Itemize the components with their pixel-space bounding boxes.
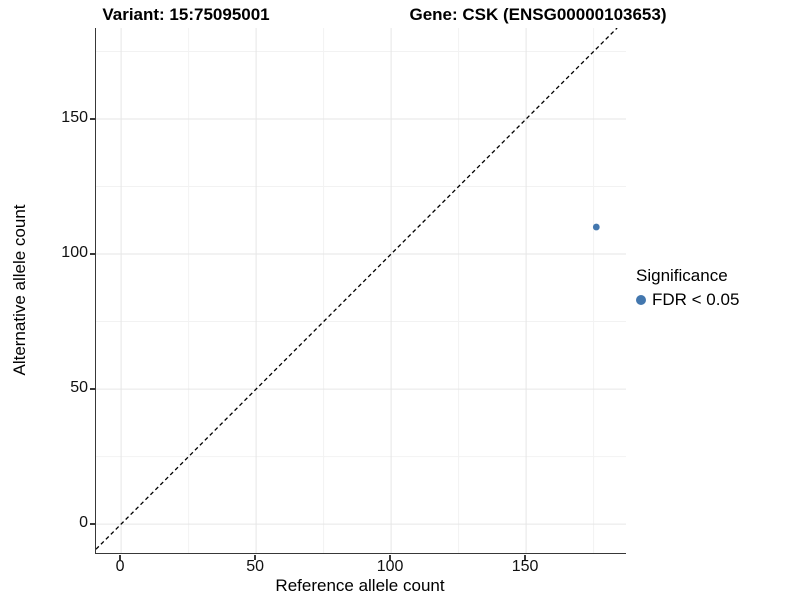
y-axis-title: Alternative allele count <box>10 204 29 376</box>
legend-point-icon <box>636 295 646 305</box>
legend-label: FDR < 0.05 <box>652 290 740 309</box>
y-tick-mark <box>90 388 95 390</box>
y-tick-label: 50 <box>70 379 88 397</box>
plot-panel <box>95 28 626 554</box>
legend-item: FDR < 0.05 <box>636 290 739 310</box>
legend: Significance FDR < 0.05 <box>636 266 739 310</box>
x-axis-title: Reference allele count <box>275 576 445 595</box>
x-tick-label: 50 <box>246 558 264 575</box>
identity-line <box>96 28 618 550</box>
plot-title-variant: Variant: 15:75095001 <box>102 5 270 24</box>
y-tick-mark <box>90 253 95 255</box>
legend-title: Significance <box>636 266 728 285</box>
y-tick-label: 100 <box>61 244 88 262</box>
x-tick-mark <box>524 554 526 560</box>
x-tick-label: 0 <box>115 558 125 575</box>
y-tick-mark <box>90 523 95 525</box>
x-tick-mark <box>119 554 121 560</box>
data-point <box>592 223 600 231</box>
x-tick-mark <box>254 554 256 560</box>
plot-area-svg <box>96 28 626 553</box>
y-tick-mark <box>90 118 95 120</box>
y-tick-label: 0 <box>79 514 88 532</box>
x-tick-label: 100 <box>376 558 404 575</box>
x-tick-mark <box>389 554 391 560</box>
legend-items: FDR < 0.05 <box>636 290 739 310</box>
x-tick-label: 150 <box>511 558 539 575</box>
plot-title-gene: Gene: CSK (ENSG00000103653) <box>409 5 667 24</box>
y-tick-label: 150 <box>61 109 88 126</box>
